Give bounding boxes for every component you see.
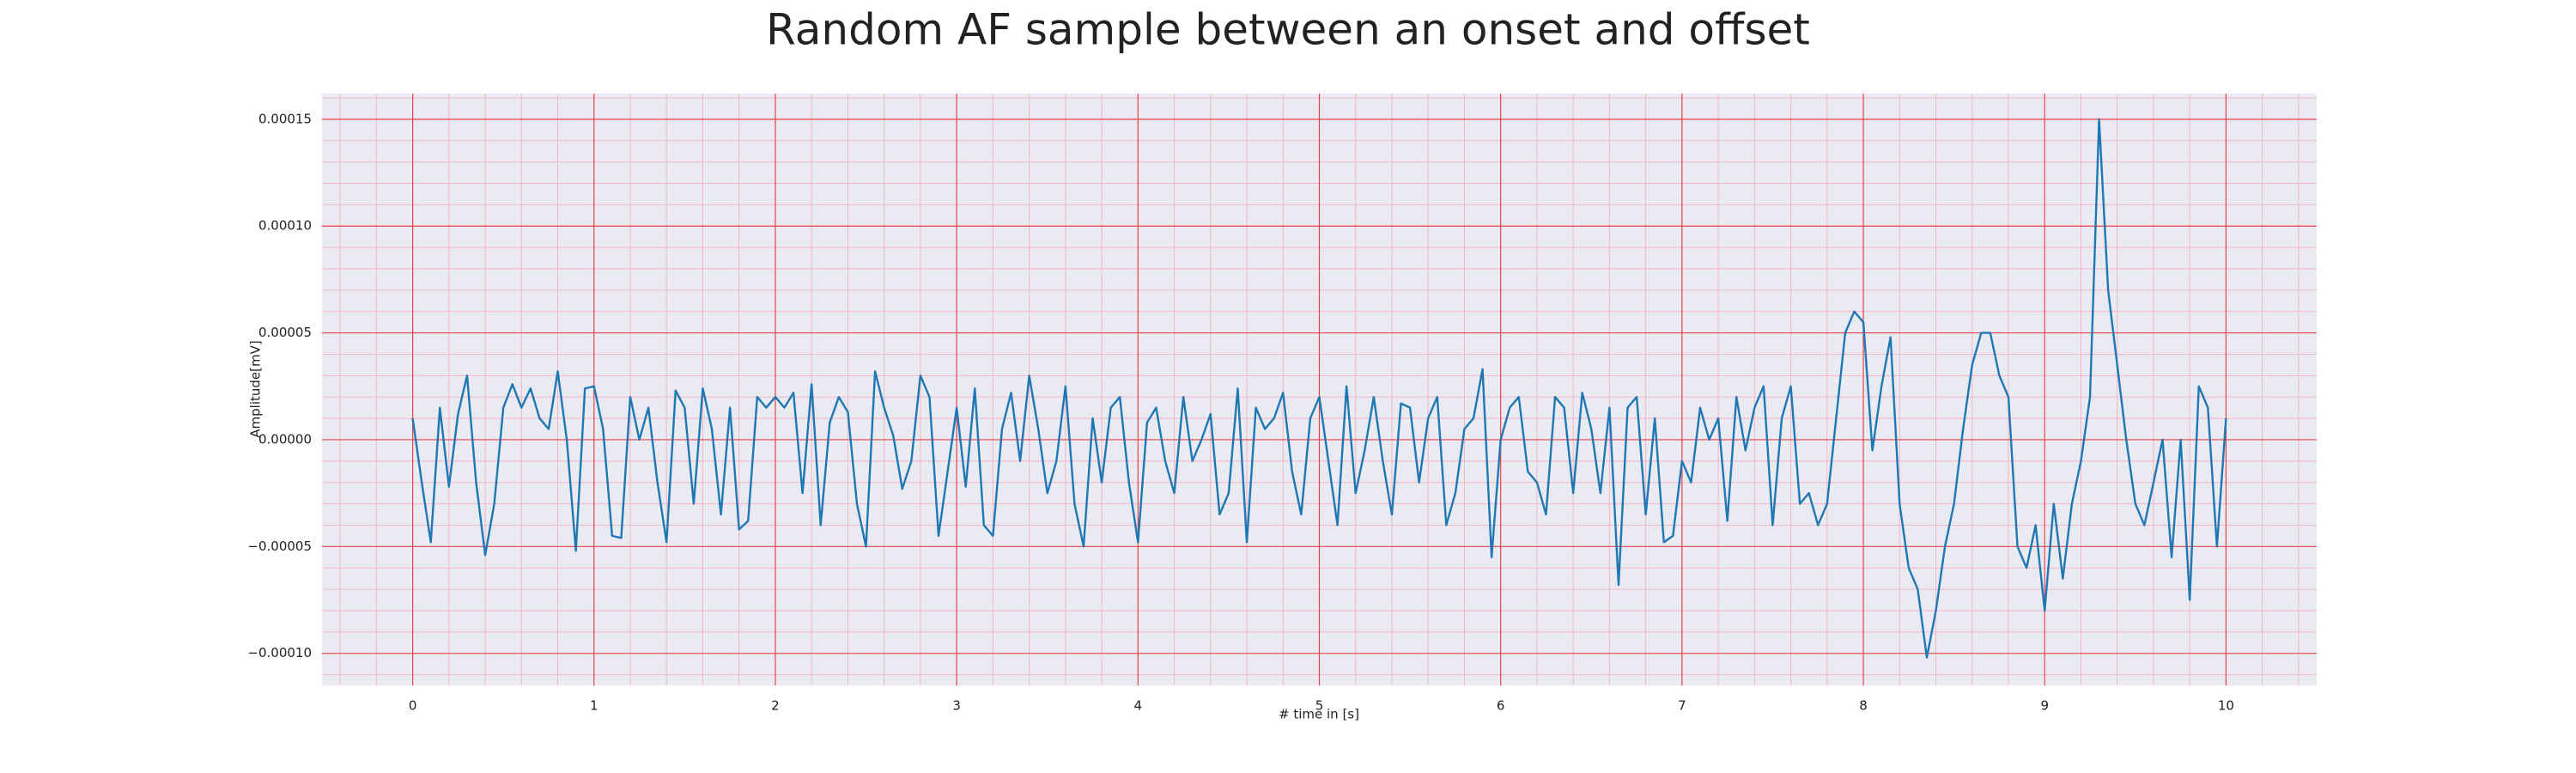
x-tick-label: 2 xyxy=(771,698,780,714)
x-tick-label: 0 xyxy=(409,698,417,714)
x-tick-label: 4 xyxy=(1134,698,1143,714)
signal-line xyxy=(411,118,2227,659)
x-tick-label: 6 xyxy=(1497,698,1505,714)
x-tick-label: 1 xyxy=(590,698,598,714)
x-tick-label: 9 xyxy=(2040,698,2049,714)
y-tick-label: 0.00010 xyxy=(258,218,312,234)
y-tick-label: 0.00000 xyxy=(258,431,312,447)
x-tick-label: 7 xyxy=(1678,698,1686,714)
marks xyxy=(411,118,2227,659)
grid xyxy=(322,94,2317,685)
y-tick-label: −0.00005 xyxy=(247,539,312,554)
y-tick-label: 0.00015 xyxy=(258,111,312,126)
x-tick-label: 8 xyxy=(1859,698,1868,714)
x-tick-label: 5 xyxy=(1315,698,1324,714)
chart-title: Random AF sample between an onset and of… xyxy=(766,5,1810,55)
y-tick-label: 0.00005 xyxy=(258,325,312,340)
x-tick-label: 10 xyxy=(2218,698,2234,714)
y-axis-label: Amplitude[mV] xyxy=(248,340,264,437)
x-axis-label: # time in [s] xyxy=(1279,707,1359,722)
y-tick-label: −0.00010 xyxy=(247,645,312,660)
x-tick-label: 3 xyxy=(952,698,961,714)
